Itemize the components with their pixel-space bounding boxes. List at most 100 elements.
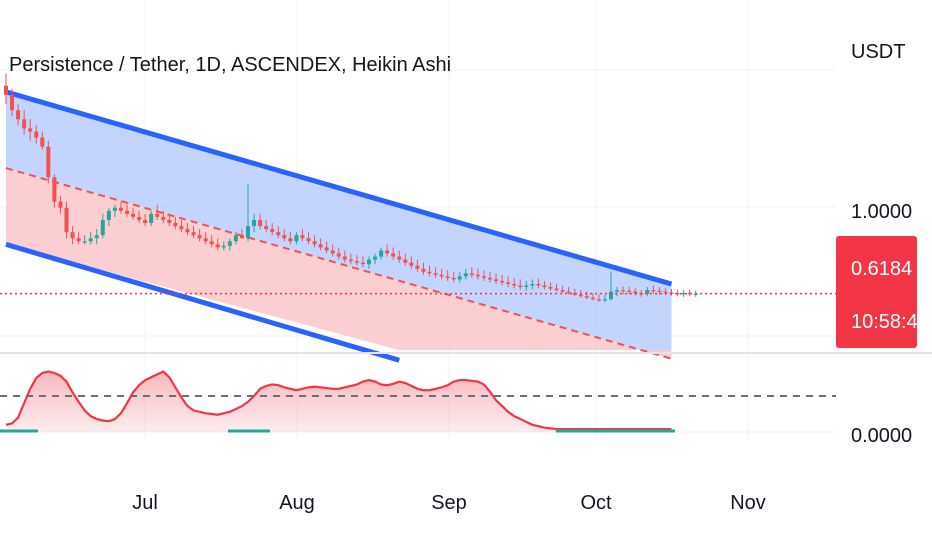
candle[interactable] xyxy=(415,259,420,272)
candle[interactable] xyxy=(300,229,305,242)
candle[interactable] xyxy=(125,204,129,217)
candle[interactable] xyxy=(488,271,492,283)
candle[interactable] xyxy=(252,213,257,233)
candle[interactable] xyxy=(239,229,244,239)
channel-upper-line[interactable] xyxy=(5,89,673,287)
candle[interactable] xyxy=(155,204,160,220)
candle[interactable] xyxy=(367,256,371,269)
candle[interactable] xyxy=(324,241,329,254)
candle[interactable] xyxy=(596,294,601,302)
candle[interactable] xyxy=(215,238,220,251)
candle[interactable] xyxy=(439,268,444,280)
candle[interactable] xyxy=(354,255,359,266)
candle[interactable] xyxy=(615,287,620,297)
candle[interactable] xyxy=(312,235,317,248)
candle[interactable] xyxy=(336,247,341,260)
candle[interactable] xyxy=(106,207,111,227)
candle[interactable] xyxy=(330,244,335,257)
candle[interactable] xyxy=(421,262,426,275)
candle[interactable] xyxy=(209,235,214,248)
candle[interactable] xyxy=(306,232,311,245)
candle[interactable] xyxy=(276,226,281,239)
candle[interactable] xyxy=(40,131,45,150)
candle[interactable] xyxy=(409,256,414,269)
candle[interactable] xyxy=(203,232,208,245)
price-axis-currency-label[interactable]: USDT xyxy=(851,41,905,63)
candle[interactable] xyxy=(179,219,184,233)
candle[interactable] xyxy=(433,267,438,278)
candle[interactable] xyxy=(675,289,680,297)
candle[interactable] xyxy=(288,232,293,245)
candle[interactable] xyxy=(58,195,63,214)
candle[interactable] xyxy=(82,235,87,245)
candle[interactable] xyxy=(246,183,250,242)
candle[interactable] xyxy=(282,229,287,242)
candle[interactable] xyxy=(173,216,178,230)
candle[interactable] xyxy=(621,286,626,295)
candle[interactable] xyxy=(427,265,432,277)
candle[interactable] xyxy=(645,287,650,297)
candle[interactable] xyxy=(530,279,535,290)
candle[interactable] xyxy=(457,271,462,283)
candle[interactable] xyxy=(651,285,656,294)
candle[interactable] xyxy=(16,104,21,126)
candle[interactable] xyxy=(10,88,15,117)
candle[interactable] xyxy=(342,250,347,263)
candle[interactable] xyxy=(385,244,390,257)
candle[interactable] xyxy=(64,201,69,239)
candle[interactable] xyxy=(602,294,607,303)
candle[interactable] xyxy=(100,213,105,239)
oscillator-line[interactable] xyxy=(5,370,672,431)
candle[interactable] xyxy=(112,204,117,217)
candle[interactable] xyxy=(500,274,505,286)
candle[interactable] xyxy=(481,270,486,281)
channel-lower-line[interactable] xyxy=(5,241,400,363)
candle[interactable] xyxy=(451,271,456,283)
candle[interactable] xyxy=(391,247,396,260)
candle[interactable] xyxy=(197,229,202,242)
candle[interactable] xyxy=(137,210,142,223)
candle[interactable] xyxy=(609,271,613,301)
candle[interactable] xyxy=(167,213,172,227)
candle[interactable] xyxy=(469,267,474,278)
candle[interactable] xyxy=(270,223,275,236)
candle[interactable] xyxy=(475,268,480,280)
candle[interactable] xyxy=(227,238,232,251)
candle[interactable] xyxy=(518,279,523,291)
candle[interactable] xyxy=(560,285,565,294)
candle[interactable] xyxy=(657,287,662,295)
candle[interactable] xyxy=(88,232,93,245)
symbol-title[interactable]: Persistence / Tether, 1D, ASCENDEX, Heik… xyxy=(9,54,451,76)
candle[interactable] xyxy=(294,232,299,245)
candle[interactable] xyxy=(22,110,27,135)
candle[interactable] xyxy=(264,219,269,233)
candle[interactable] xyxy=(258,213,263,230)
candle[interactable] xyxy=(348,253,353,265)
candle[interactable] xyxy=(76,232,81,245)
candle[interactable] xyxy=(403,253,408,266)
candle[interactable] xyxy=(161,210,166,223)
candle[interactable] xyxy=(566,287,571,295)
candle[interactable] xyxy=(118,201,123,214)
candle[interactable] xyxy=(506,276,511,288)
candle[interactable] xyxy=(397,250,402,263)
candle[interactable] xyxy=(542,280,547,290)
candle[interactable] xyxy=(373,253,378,265)
candle[interactable] xyxy=(360,256,365,268)
candle[interactable] xyxy=(131,207,136,220)
candle[interactable] xyxy=(94,229,99,245)
candle[interactable] xyxy=(445,270,450,281)
candle[interactable] xyxy=(512,277,517,289)
channel-midline[interactable] xyxy=(5,167,672,360)
candle[interactable] xyxy=(627,287,632,295)
candle[interactable] xyxy=(4,73,8,105)
candle[interactable] xyxy=(379,247,384,260)
candle[interactable] xyxy=(590,293,595,301)
candle[interactable] xyxy=(191,226,196,239)
candle[interactable] xyxy=(233,232,238,245)
candle[interactable] xyxy=(572,288,577,297)
candle[interactable] xyxy=(70,226,75,245)
candle[interactable] xyxy=(494,273,499,284)
candle[interactable] xyxy=(149,210,154,227)
